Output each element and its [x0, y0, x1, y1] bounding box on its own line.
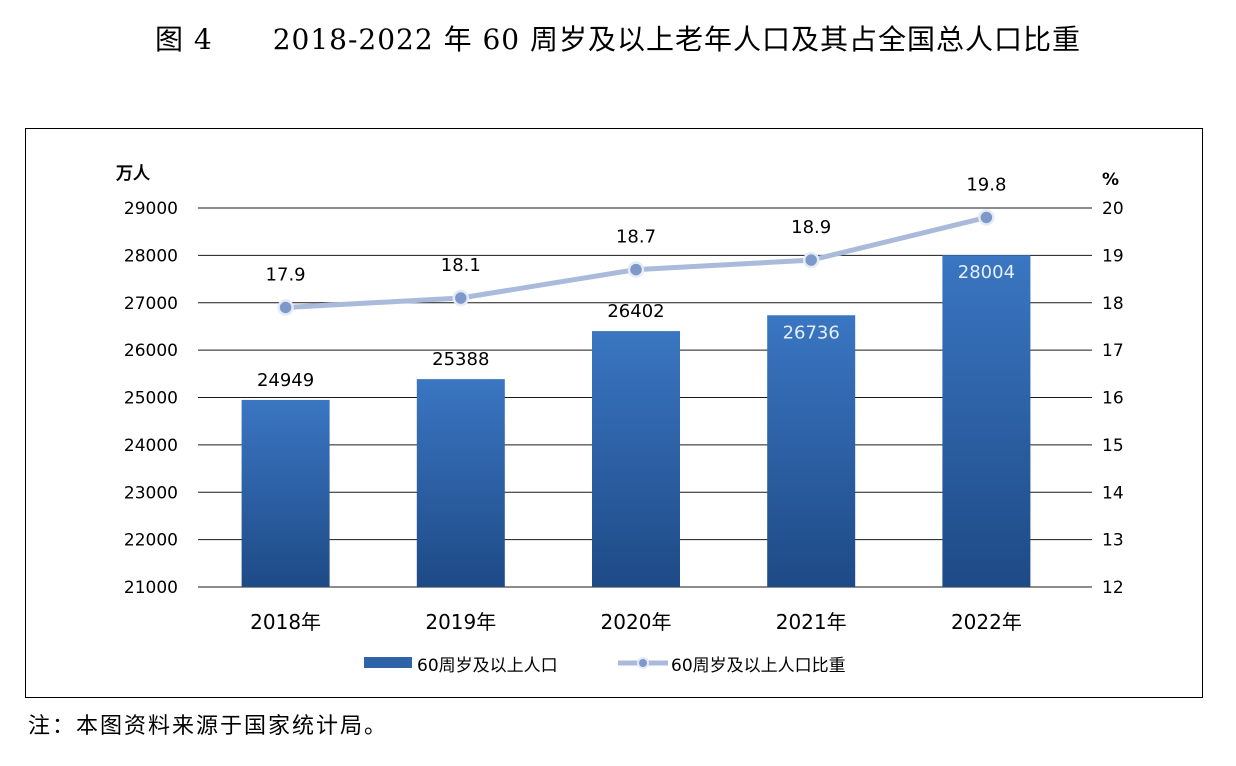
y-right-tick-label: 20	[1102, 199, 1124, 219]
y-right-unit: %	[1102, 170, 1119, 190]
bar-value-label: 25388	[432, 349, 489, 370]
line-value-label: 18.9	[791, 217, 831, 238]
y-left-tick-label: 25000	[124, 389, 178, 409]
line-value-label: 17.9	[266, 264, 306, 285]
y-right-tick-label: 19	[1102, 246, 1124, 266]
y-left-tick-label: 29000	[124, 199, 178, 219]
legend-label-line: 60周岁及以上人口比重	[671, 656, 846, 676]
bar-series	[241, 255, 1031, 588]
bar-value-label: 26402	[607, 301, 664, 322]
bar-value-label: 28004	[958, 262, 1015, 283]
bar	[241, 399, 330, 587]
y-left-tick-label: 21000	[124, 578, 178, 598]
axes: 21000 22000 23000 24000 25000 26000 27000 28000…	[115, 164, 1124, 634]
line-point	[452, 289, 470, 307]
line-point	[627, 261, 645, 278]
y-right-tick-label: 15	[1102, 436, 1124, 456]
x-category-label: 2020年	[601, 610, 672, 634]
figure-title-text: 2018-2022 年 60 周岁及以上老年人口及其占全国总人口比重	[272, 23, 1082, 56]
legend-label-bar: 60周岁及以上人口	[417, 656, 558, 676]
source-note: 注：本图资料来源于国家统计局。	[28, 714, 389, 739]
y-left-tick-label: 23000	[124, 483, 178, 503]
y-left-unit: 万人	[115, 164, 151, 184]
line-value-label: 18.1	[441, 255, 481, 276]
line-point	[802, 251, 820, 269]
x-category-label: 2021年	[776, 610, 847, 634]
y-left-tick-label: 28000	[124, 246, 178, 266]
legend-swatch-point	[637, 657, 649, 669]
bar-value-label: 26736	[783, 322, 840, 343]
line-value-label: 19.8	[966, 174, 1006, 195]
figure-title: 图 4 2018-2022 年 60 周岁及以上老年人口及其占全国总人口比重	[0, 18, 1236, 58]
chart-svg: 24949 25388 26402 26736 28004 17.9 18.1 18.7 18.…	[115, 164, 1124, 676]
y-right-tick-label: 17	[1102, 341, 1124, 361]
legend: 60周岁及以上人口 60周岁及以上人口比重	[364, 656, 846, 676]
bar-value-label: 24949	[257, 370, 314, 391]
y-right-tick-label: 13	[1102, 531, 1124, 551]
bar	[416, 379, 505, 587]
chart-frame: 24949 25388 26402 26736 28004 17.9 18.1 18.7 18.…	[25, 128, 1203, 698]
y-right-tick-label: 12	[1102, 578, 1124, 598]
y-left-tick-label: 22000	[124, 531, 178, 551]
line-point	[978, 209, 995, 226]
legend-swatch-bar	[364, 657, 412, 668]
x-category-label: 2022年	[951, 610, 1022, 634]
line-series	[277, 209, 995, 316]
y-right-tick-label: 14	[1102, 483, 1124, 503]
bar	[592, 331, 680, 587]
line-value-label: 18.7	[616, 227, 656, 248]
x-category-label: 2019年	[425, 610, 496, 634]
y-left-tick-label: 24000	[124, 436, 178, 456]
x-category-label: 2018年	[250, 610, 321, 634]
y-right-tick-label: 18	[1102, 294, 1124, 314]
bar	[767, 315, 856, 587]
figure-number: 图 4	[154, 23, 213, 56]
data-labels: 24949 25388 26402 26736 28004 17.9 18.1 18.7 18.…	[257, 174, 1015, 390]
line-point	[277, 299, 294, 316]
y-left-tick-label: 27000	[124, 294, 178, 314]
y-left-tick-label: 26000	[124, 341, 178, 361]
bar	[942, 255, 1031, 588]
y-right-tick-label: 16	[1102, 389, 1124, 409]
